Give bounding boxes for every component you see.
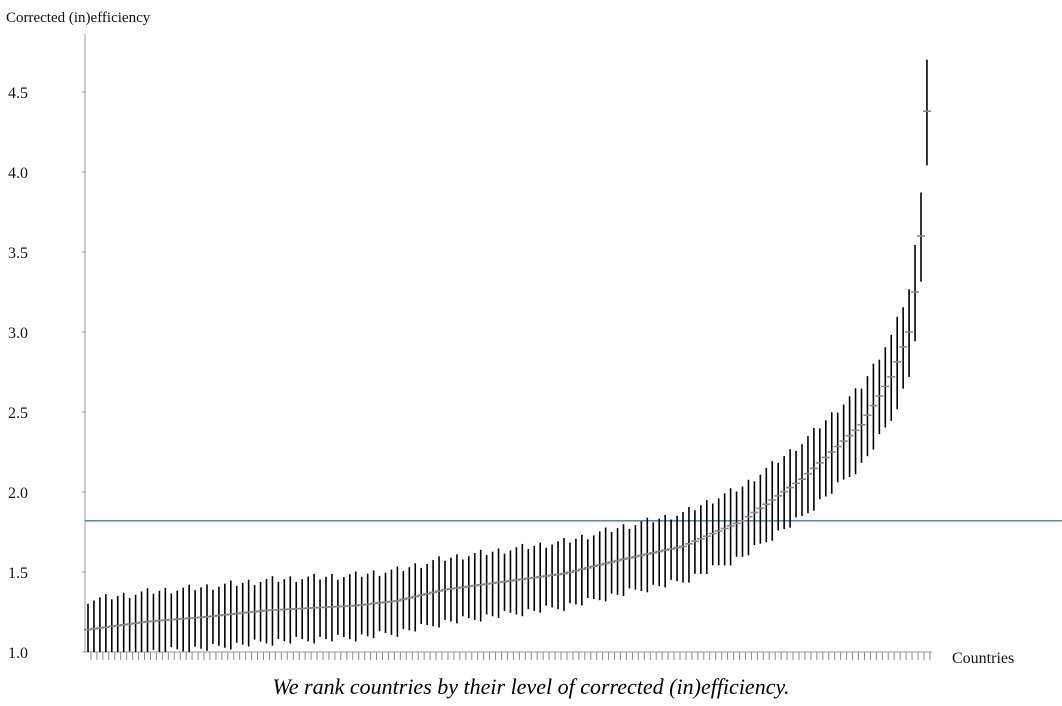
y-tick-label: 1.0 (8, 645, 28, 662)
y-tick-label: 2.5 (8, 405, 28, 422)
y-tick-label: 4.5 (8, 85, 28, 102)
y-tick-label: 1.5 (8, 565, 28, 582)
y-tick-label: 3.5 (8, 245, 28, 262)
y-axis-label: Corrected (in)efficiency (6, 10, 151, 26)
y-tick-label: 4.0 (8, 165, 28, 182)
x-axis-label: Countries (952, 650, 1014, 667)
figure-caption: We rank countries by their level of corr… (272, 674, 790, 699)
y-tick-label: 3.0 (8, 325, 28, 342)
y-tick-label: 2.0 (8, 485, 28, 502)
